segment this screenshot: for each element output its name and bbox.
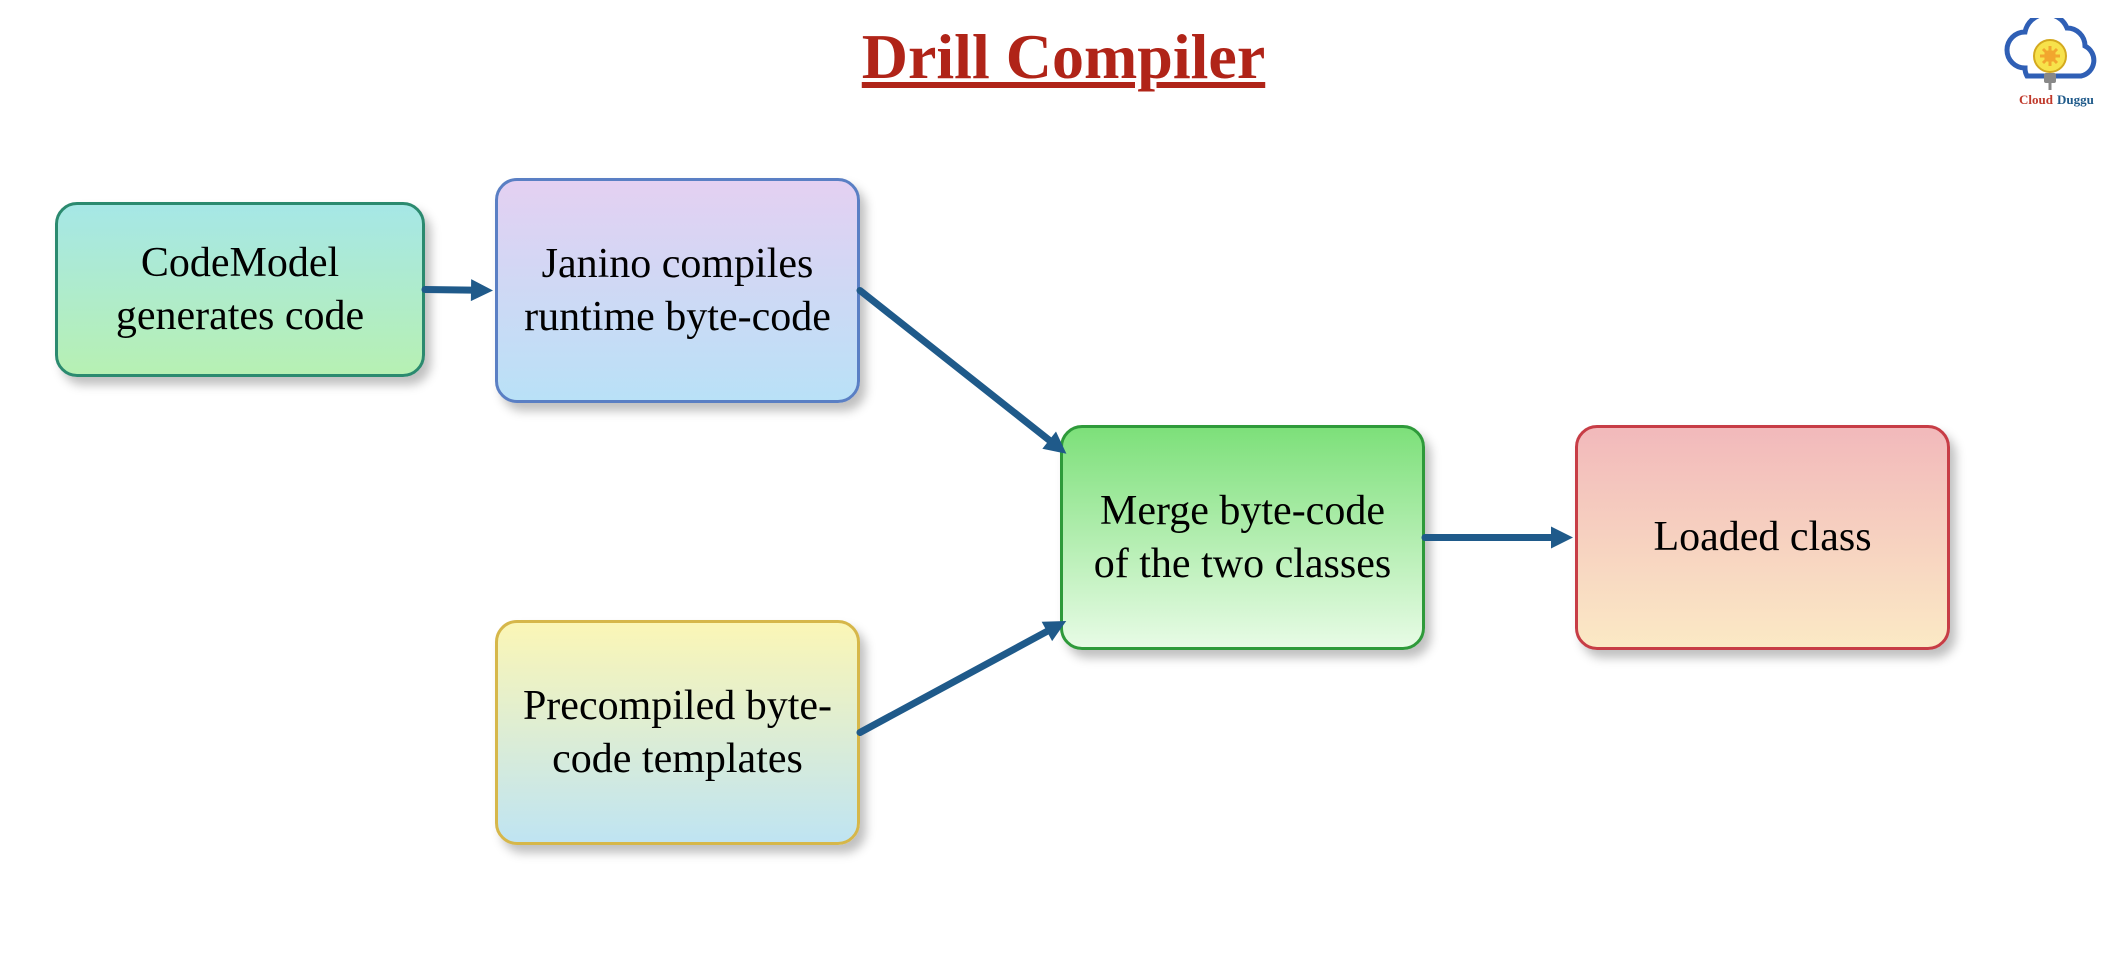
cloud-bulb-icon: Cloud Duggu <box>1995 18 2105 118</box>
flow-node-label: Loaded class <box>1653 511 1871 564</box>
page-title: Drill Compiler <box>862 20 1265 94</box>
logo-text-right: Duggu <box>2057 92 2094 107</box>
brand-logo: Cloud Duggu <box>1995 18 2105 118</box>
flow-node-codemodel: CodeModel generates code <box>55 202 425 377</box>
flow-node-merge: Merge byte-code of the two classes <box>1060 425 1425 650</box>
flow-node-label: Precompiled byte-code templates <box>514 680 841 785</box>
flow-node-loaded: Loaded class <box>1575 425 1950 650</box>
flow-node-label: Janino compiles runtime byte-code <box>514 238 841 343</box>
flow-node-label: CodeModel generates code <box>74 237 406 342</box>
flow-node-label: Merge byte-code of the two classes <box>1079 485 1406 590</box>
logo-text-left: Cloud <box>2019 92 2054 107</box>
flow-node-precompiled: Precompiled byte-code templates <box>495 620 860 845</box>
flow-node-janino: Janino compiles runtime byte-code <box>495 178 860 403</box>
